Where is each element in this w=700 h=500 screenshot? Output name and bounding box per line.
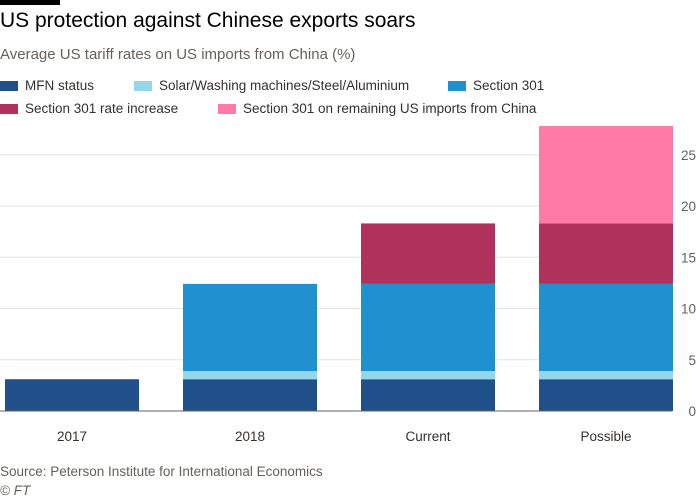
bar-segment xyxy=(539,371,673,380)
y-tick-label: 15 xyxy=(681,250,696,265)
bar-segment xyxy=(361,371,495,380)
bar-chart: 0 5 10 15 20 25 2017 2018 Current Possible xyxy=(0,126,696,444)
bar-segment xyxy=(539,126,673,224)
legend-label: Section 301 xyxy=(473,78,545,93)
y-tick-label: 20 xyxy=(681,199,696,214)
bar-segment xyxy=(361,379,495,411)
bar-segment xyxy=(183,371,317,380)
legend-item-solar: Solar/Washing machines/Steel/Aluminium xyxy=(134,78,409,93)
bar-segment xyxy=(361,223,495,284)
legend-swatch xyxy=(448,80,466,91)
legend-label: Section 301 on remaining US imports from… xyxy=(243,101,537,116)
legend-label: Solar/Washing machines/Steel/Aluminium xyxy=(159,78,410,93)
x-tick-label: 2018 xyxy=(235,429,265,444)
x-tick-label: 2017 xyxy=(57,429,87,444)
bar-segment xyxy=(539,223,673,284)
legend-swatch xyxy=(0,103,18,114)
legend-swatch xyxy=(0,80,18,91)
bar-segment xyxy=(539,283,673,372)
y-tick-label: 10 xyxy=(681,302,696,317)
x-tick-label: Possible xyxy=(580,429,631,444)
y-tick-label: 5 xyxy=(688,353,696,368)
chart-title: US protection against Chinese exports so… xyxy=(0,9,416,32)
credit-note: © FT xyxy=(0,483,31,498)
bar-segment xyxy=(5,379,139,411)
legend-label: MFN status xyxy=(25,78,95,93)
legend-label: Section 301 rate increase xyxy=(25,101,179,116)
bar-segment xyxy=(183,283,317,372)
bar-segment xyxy=(183,379,317,411)
source-note: Source: Peterson Institute for Internati… xyxy=(0,464,323,479)
x-tick-label: Current xyxy=(405,429,450,444)
chart-legend: MFN status Solar/Washing machines/Steel/… xyxy=(0,78,700,122)
legend-swatch xyxy=(218,103,236,114)
chart-subtitle: Average US tariff rates on US imports fr… xyxy=(0,46,356,63)
legend-item-mfn: MFN status xyxy=(0,78,94,93)
legend-swatch xyxy=(134,80,152,91)
legend-item-remaining: Section 301 on remaining US imports from… xyxy=(218,101,536,116)
bar-segment xyxy=(539,379,673,411)
y-tick-label: 0 xyxy=(688,404,696,419)
legend-item-section-301: Section 301 xyxy=(448,78,544,93)
brand-bar xyxy=(0,0,60,5)
legend-item-rate-increase: Section 301 rate increase xyxy=(0,101,178,116)
y-tick-label: 25 xyxy=(681,148,696,163)
bar-segment xyxy=(361,283,495,372)
